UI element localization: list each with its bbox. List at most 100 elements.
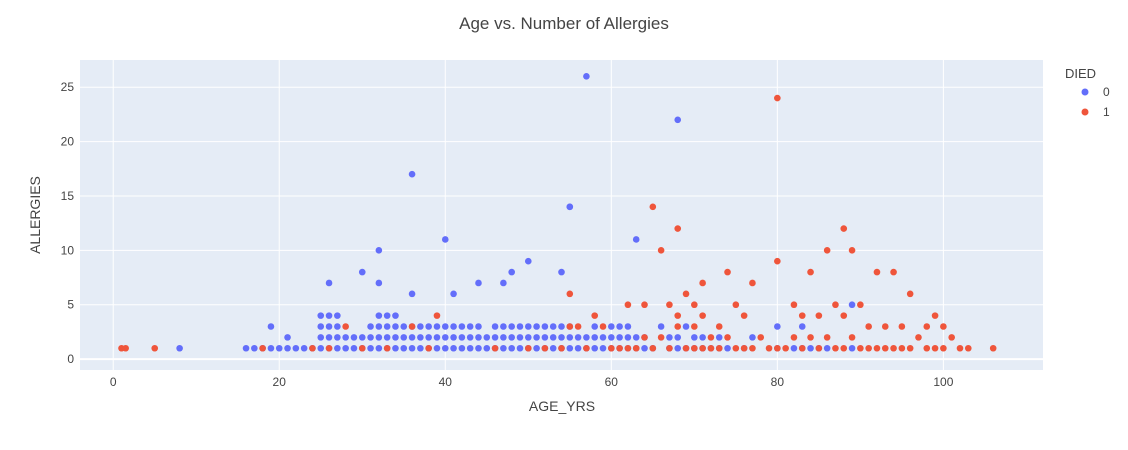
point-died-0[interactable] bbox=[350, 344, 358, 352]
point-died-1[interactable] bbox=[898, 344, 906, 352]
point-died-0[interactable] bbox=[367, 344, 374, 352]
point-died-1[interactable] bbox=[707, 344, 715, 352]
point-died-0[interactable] bbox=[466, 344, 474, 352]
point-died-1[interactable] bbox=[699, 279, 706, 287]
point-died-1[interactable] bbox=[923, 344, 931, 352]
point-died-0[interactable] bbox=[325, 312, 333, 319]
point-died-0[interactable] bbox=[491, 323, 499, 330]
point-died-0[interactable] bbox=[798, 323, 806, 330]
point-died-0[interactable] bbox=[475, 334, 482, 341]
point-died-1[interactable] bbox=[749, 344, 756, 352]
point-died-0[interactable] bbox=[375, 334, 383, 341]
point-died-1[interactable] bbox=[608, 344, 615, 352]
point-died-0[interactable] bbox=[433, 334, 441, 341]
point-died-1[interactable] bbox=[740, 312, 748, 319]
point-died-0[interactable] bbox=[325, 334, 333, 341]
point-died-0[interactable] bbox=[242, 344, 250, 352]
point-died-0[interactable] bbox=[591, 323, 599, 330]
point-died-0[interactable] bbox=[433, 323, 441, 330]
point-died-0[interactable] bbox=[317, 334, 325, 341]
point-died-0[interactable] bbox=[549, 334, 557, 341]
legend-item-1[interactable]: 1 bbox=[1081, 105, 1111, 119]
point-died-1[interactable] bbox=[657, 247, 665, 254]
point-died-0[interactable] bbox=[749, 334, 756, 341]
point-died-0[interactable] bbox=[674, 116, 682, 124]
point-died-0[interactable] bbox=[383, 323, 391, 330]
point-died-1[interactable] bbox=[823, 247, 831, 254]
point-died-0[interactable] bbox=[608, 323, 615, 330]
point-died-1[interactable] bbox=[857, 344, 864, 352]
point-died-0[interactable] bbox=[358, 268, 366, 276]
legend[interactable]: DIED 0 1 bbox=[1065, 66, 1110, 119]
point-died-1[interactable] bbox=[798, 344, 806, 352]
point-died-1[interactable] bbox=[666, 344, 673, 352]
point-died-0[interactable] bbox=[458, 344, 466, 352]
point-died-1[interactable] bbox=[657, 334, 665, 341]
point-died-0[interactable] bbox=[425, 323, 432, 330]
point-died-0[interactable] bbox=[616, 334, 623, 341]
point-died-0[interactable] bbox=[533, 334, 540, 341]
point-died-1[interactable] bbox=[591, 312, 599, 319]
point-died-0[interactable] bbox=[558, 323, 565, 330]
point-died-1[interactable] bbox=[566, 323, 574, 330]
point-died-1[interactable] bbox=[649, 344, 657, 352]
point-died-0[interactable] bbox=[566, 344, 574, 352]
point-died-0[interactable] bbox=[458, 334, 466, 341]
point-died-0[interactable] bbox=[524, 323, 532, 330]
point-died-1[interactable] bbox=[682, 344, 690, 352]
point-died-1[interactable] bbox=[425, 344, 432, 352]
point-died-1[interactable] bbox=[342, 323, 349, 330]
point-died-0[interactable] bbox=[624, 334, 632, 341]
point-died-1[interactable] bbox=[122, 344, 129, 352]
point-died-0[interactable] bbox=[417, 344, 424, 352]
point-died-1[interactable] bbox=[774, 94, 781, 102]
point-died-0[interactable] bbox=[458, 323, 466, 330]
point-died-1[interactable] bbox=[890, 268, 897, 276]
point-died-1[interactable] bbox=[583, 344, 590, 352]
point-died-0[interactable] bbox=[774, 323, 781, 330]
point-died-0[interactable] bbox=[549, 344, 557, 352]
point-died-1[interactable] bbox=[724, 334, 731, 341]
point-died-1[interactable] bbox=[724, 268, 731, 276]
point-died-0[interactable] bbox=[508, 268, 515, 276]
point-died-1[interactable] bbox=[641, 301, 648, 309]
point-died-1[interactable] bbox=[151, 344, 159, 352]
point-died-0[interactable] bbox=[176, 344, 183, 352]
point-died-0[interactable] bbox=[666, 334, 673, 341]
point-died-0[interactable] bbox=[583, 73, 590, 80]
legend-item-0[interactable]: 0 bbox=[1081, 85, 1111, 99]
point-died-0[interactable] bbox=[591, 334, 599, 341]
point-died-0[interactable] bbox=[790, 344, 798, 352]
point-died-0[interactable] bbox=[632, 236, 640, 243]
point-died-1[interactable] bbox=[715, 344, 723, 352]
point-died-1[interactable] bbox=[873, 344, 881, 352]
point-died-0[interactable] bbox=[524, 334, 532, 341]
point-died-0[interactable] bbox=[450, 323, 457, 330]
point-died-1[interactable] bbox=[931, 344, 939, 352]
point-died-0[interactable] bbox=[574, 334, 582, 341]
point-died-0[interactable] bbox=[483, 334, 491, 341]
point-died-0[interactable] bbox=[334, 323, 341, 330]
point-died-1[interactable] bbox=[641, 334, 648, 341]
point-died-0[interactable] bbox=[475, 323, 482, 330]
point-died-0[interactable] bbox=[682, 323, 690, 330]
point-died-0[interactable] bbox=[516, 334, 524, 341]
point-died-0[interactable] bbox=[558, 334, 565, 341]
point-died-0[interactable] bbox=[848, 301, 856, 309]
point-died-0[interactable] bbox=[641, 344, 648, 352]
point-died-1[interactable] bbox=[541, 344, 549, 352]
point-died-1[interactable] bbox=[964, 344, 972, 352]
point-died-1[interactable] bbox=[840, 225, 848, 232]
point-died-1[interactable] bbox=[865, 344, 872, 352]
point-died-0[interactable] bbox=[566, 334, 574, 341]
point-died-0[interactable] bbox=[674, 344, 682, 352]
point-died-1[interactable] bbox=[931, 312, 939, 319]
point-died-1[interactable] bbox=[674, 323, 682, 330]
point-died-0[interactable] bbox=[441, 344, 449, 352]
point-died-1[interactable] bbox=[923, 323, 931, 330]
point-died-0[interactable] bbox=[715, 334, 723, 341]
point-died-0[interactable] bbox=[392, 323, 399, 330]
point-died-1[interactable] bbox=[873, 268, 881, 276]
point-died-1[interactable] bbox=[798, 312, 806, 319]
point-died-1[interactable] bbox=[948, 334, 955, 341]
